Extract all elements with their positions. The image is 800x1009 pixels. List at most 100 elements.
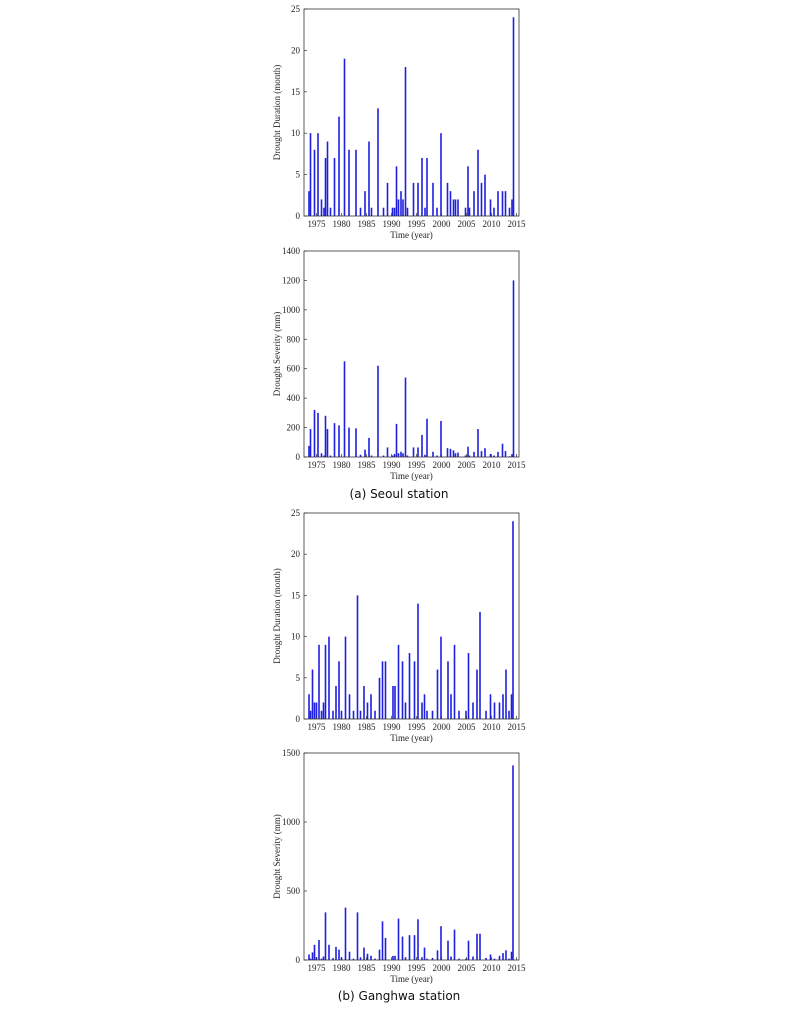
bar-seoul-severity-28 xyxy=(406,455,409,457)
y-tick-label: 400 xyxy=(287,393,301,403)
bar-seoul-duration-23 xyxy=(395,166,398,216)
bar-ganghwa-duration-24 xyxy=(381,661,384,719)
bar-seoul-severity-33 xyxy=(426,418,428,457)
bar-ganghwa-duration-3 xyxy=(313,702,316,719)
bar-seoul-duration-0 xyxy=(308,191,310,216)
x-tick-label: 2015 xyxy=(508,219,527,229)
bar-seoul-severity-18 xyxy=(377,365,379,457)
bar-ganghwa-severity-40 xyxy=(447,940,449,960)
bar-ganghwa-severity-27 xyxy=(394,955,396,960)
bar-seoul-severity-47 xyxy=(480,451,483,457)
bar-seoul-severity-13 xyxy=(355,428,357,457)
plot-frame xyxy=(303,250,520,458)
x-tick-label: 1990 xyxy=(383,963,402,973)
y-axis-label: Drought Duration (month) xyxy=(272,65,282,160)
bar-ganghwa-duration-37 xyxy=(431,710,434,719)
bar-ganghwa-severity-51 xyxy=(493,958,496,960)
bar-ganghwa-duration-31 xyxy=(408,653,411,719)
bar-seoul-duration-46 xyxy=(477,149,479,216)
bar-seoul-severity-22 xyxy=(393,454,396,457)
bar-seoul-severity-5 xyxy=(323,455,325,457)
bar-seoul-severity-30 xyxy=(417,447,419,457)
y-axis-label: Drought Duration (month) xyxy=(272,568,282,663)
bar-ganghwa-duration-11 xyxy=(335,686,337,719)
bar-seoul-duration-41 xyxy=(457,199,459,216)
bar-ganghwa-duration-23 xyxy=(378,677,381,719)
bar-seoul-duration-56 xyxy=(512,17,515,217)
bar-seoul-severity-2 xyxy=(313,409,316,457)
bar-seoul-duration-52 xyxy=(501,191,504,216)
bar-ganghwa-severity-20 xyxy=(366,953,369,960)
bar-ganghwa-severity-53 xyxy=(502,953,504,960)
seoul-duration-chart: 1975 1980 1985 1990 1995 2000 2005 2010 20150510… xyxy=(272,4,526,240)
bar-ganghwa-duration-26 xyxy=(392,686,394,719)
bar-ganghwa-duration-16 xyxy=(352,710,355,719)
x-axis-label: Time (year) xyxy=(390,471,432,481)
bar-seoul-severity-4 xyxy=(320,453,323,457)
bar-ganghwa-duration-32 xyxy=(413,661,416,719)
x-tick-label: 2015 xyxy=(508,460,527,470)
y-tick-label: 15 xyxy=(291,87,301,97)
bar-seoul-duration-2 xyxy=(313,149,316,216)
bar-ganghwa-duration-7 xyxy=(322,702,325,719)
bar-ganghwa-severity-49 xyxy=(485,957,487,960)
bar-seoul-duration-8 xyxy=(329,207,332,216)
bar-seoul-duration-47 xyxy=(480,182,483,216)
bar-ganghwa-severity-15 xyxy=(348,951,351,960)
bar-seoul-severity-7 xyxy=(326,429,329,457)
y-tick-label: 25 xyxy=(291,4,301,14)
x-tick-label: 2000 xyxy=(433,460,452,470)
bar-seoul-duration-34 xyxy=(432,182,434,216)
bar-seoul-severity-52 xyxy=(501,443,504,457)
bar-seoul-duration-15 xyxy=(364,191,366,216)
bar-seoul-duration-50 xyxy=(493,207,495,216)
x-tick-label: 1980 xyxy=(333,722,352,732)
bar-seoul-severity-50 xyxy=(493,455,495,457)
bar-ganghwa-duration-0 xyxy=(308,694,310,719)
x-tick-label: 1985 xyxy=(358,219,377,229)
bar-seoul-duration-6 xyxy=(324,158,327,216)
bar-ganghwa-duration-5 xyxy=(318,644,320,719)
bar-ganghwa-severity-7 xyxy=(322,956,325,960)
bar-ganghwa-severity-17 xyxy=(356,912,359,960)
x-tick-label: 2015 xyxy=(508,963,527,973)
bar-ganghwa-duration-25 xyxy=(384,661,387,719)
bar-ganghwa-duration-55 xyxy=(508,710,510,719)
x-tick-label: 2000 xyxy=(433,722,452,732)
x-tick-label: 1985 xyxy=(358,722,377,732)
bar-ganghwa-duration-40 xyxy=(447,661,449,719)
bar-ganghwa-severity-36 xyxy=(426,958,428,960)
bar-seoul-severity-41 xyxy=(457,452,459,457)
bar-seoul-duration-30 xyxy=(417,182,419,216)
bar-ganghwa-duration-28 xyxy=(397,644,400,719)
bar-ganghwa-duration-35 xyxy=(423,694,426,719)
bar-ganghwa-severity-16 xyxy=(352,958,355,960)
bar-seoul-duration-13 xyxy=(355,149,357,216)
bar-seoul-duration-9 xyxy=(333,158,336,216)
x-tick-label: 1985 xyxy=(358,460,377,470)
bar-seoul-duration-26 xyxy=(402,199,404,216)
bar-ganghwa-severity-48 xyxy=(479,933,481,960)
y-axis-label: Drought Severity (mm) xyxy=(272,312,282,397)
bar-seoul-severity-40 xyxy=(454,453,457,457)
bar-seoul-duration-1 xyxy=(309,133,312,216)
bar-seoul-severity-15 xyxy=(364,449,366,457)
bar-ganghwa-severity-9 xyxy=(328,944,330,960)
x-tick-label: 1995 xyxy=(408,963,427,973)
x-tick-label: 1990 xyxy=(383,460,402,470)
bar-seoul-duration-14 xyxy=(359,207,362,216)
bar-ganghwa-duration-12 xyxy=(338,661,340,719)
bar-seoul-severity-17 xyxy=(370,455,373,457)
bar-seoul-duration-28 xyxy=(406,207,409,216)
bar-ganghwa-duration-6 xyxy=(320,710,323,719)
x-tick-label: 1975 xyxy=(308,722,327,732)
bar-ganghwa-duration-38 xyxy=(436,669,439,719)
bar-ganghwa-duration-33 xyxy=(417,603,419,719)
bar-seoul-severity-24 xyxy=(397,453,400,457)
x-tick-label: 1985 xyxy=(358,963,377,973)
bar-seoul-severity-46 xyxy=(477,429,479,457)
x-tick-label: 2005 xyxy=(458,722,477,732)
bar-seoul-severity-12 xyxy=(348,427,350,457)
y-tick-label: 1400 xyxy=(282,246,301,256)
bar-seoul-severity-42 xyxy=(464,455,467,457)
